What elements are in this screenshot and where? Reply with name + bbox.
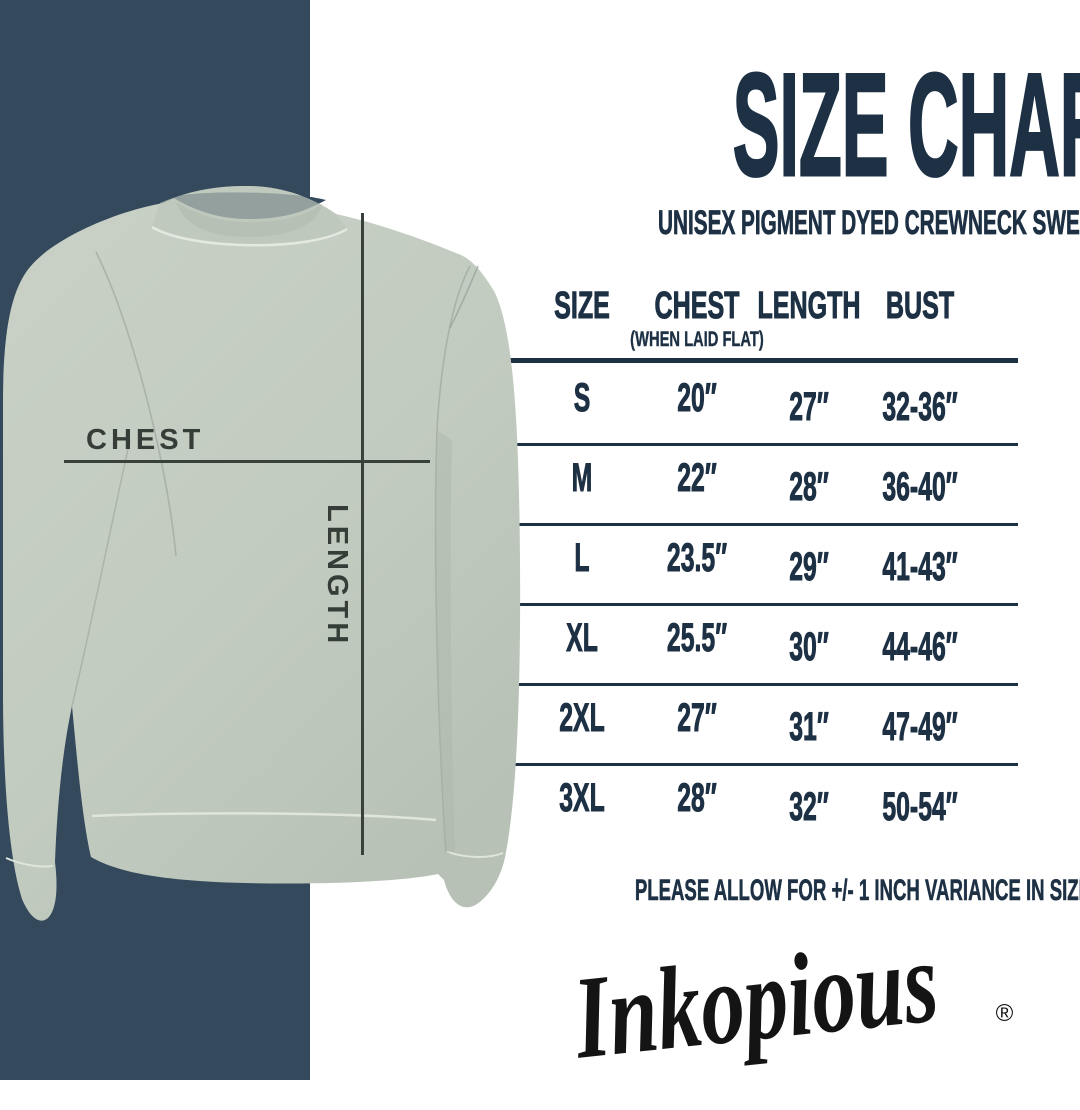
chest-cell: 22″ bbox=[677, 456, 717, 500]
length-cell: 31″ bbox=[789, 705, 829, 749]
column-header-size: SIZE bbox=[554, 285, 610, 327]
table-row-divider bbox=[505, 763, 1018, 766]
size-cell: S bbox=[573, 376, 591, 420]
length-cell: 29″ bbox=[789, 545, 829, 589]
length-cell: 30″ bbox=[789, 625, 829, 669]
table-row-divider bbox=[505, 443, 1018, 446]
collar-seam bbox=[151, 225, 348, 247]
registered-trademark-icon: ® bbox=[995, 1000, 1014, 1027]
size-table: SIZE CHEST LENGTH BUST (WHEN LAID FLAT) … bbox=[505, 280, 1018, 860]
left-armhole-seam bbox=[95, 251, 177, 557]
chart-panel: SIZE CHART UNISEX PIGMENT DYED CREWNECK … bbox=[505, 0, 1080, 1084]
sleeve-shading bbox=[435, 430, 455, 852]
table-row-divider bbox=[505, 523, 1018, 526]
left-sleeve-crease bbox=[71, 439, 131, 707]
table-row-divider bbox=[505, 603, 1018, 606]
chest-cell: 28″ bbox=[677, 776, 717, 820]
brand-logo: Inkopious ® bbox=[505, 915, 1018, 1083]
length-cell: 27″ bbox=[789, 385, 829, 429]
product-subtitle: UNISEX PIGMENT DYED CREWNECK SWEATSHIRT bbox=[658, 204, 1080, 242]
brand-logo-text: Inkopious bbox=[567, 915, 944, 1084]
right-cuff-seam bbox=[445, 850, 504, 858]
collar-band bbox=[152, 186, 347, 246]
chest-cell: 25.5″ bbox=[666, 616, 728, 660]
bust-cell: 44-46″ bbox=[882, 625, 958, 669]
size-cell: XL bbox=[566, 616, 598, 660]
bust-cell: 32-36″ bbox=[882, 385, 958, 429]
length-cell: 32″ bbox=[789, 785, 829, 829]
chest-cell: 23.5″ bbox=[666, 536, 728, 580]
sweatshirt-body bbox=[3, 186, 521, 921]
left-cuff-seam bbox=[5, 857, 54, 868]
right-shoulder-seam bbox=[449, 265, 479, 329]
column-header-length: LENGTH bbox=[757, 285, 861, 327]
size-chart-graphic: { "colors": { "band": "#34495c", "navy_t… bbox=[0, 0, 1080, 1084]
bust-cell: 36-40″ bbox=[882, 465, 958, 509]
length-cell: 28″ bbox=[789, 465, 829, 509]
size-cell: 3XL bbox=[559, 776, 605, 820]
chest-subnote: (WHEN LAID FLAT) bbox=[630, 328, 764, 351]
hem-seam bbox=[91, 812, 437, 822]
size-cell: M bbox=[571, 456, 593, 500]
column-header-bust: BUST bbox=[885, 285, 955, 327]
bust-cell: 41-43″ bbox=[882, 545, 958, 589]
size-cell: L bbox=[574, 536, 590, 580]
chest-cell: 27″ bbox=[677, 696, 717, 740]
page-title: SIZE CHART bbox=[732, 43, 1080, 206]
column-header-chest: CHEST bbox=[654, 285, 740, 327]
sweatshirt-image bbox=[3, 186, 521, 921]
size-cell: 2XL bbox=[559, 696, 605, 740]
table-row-divider bbox=[505, 683, 1018, 686]
bust-cell: 50-54″ bbox=[882, 785, 958, 829]
chest-cell: 20″ bbox=[677, 376, 717, 420]
table-header-divider bbox=[505, 358, 1018, 363]
bust-cell: 47-49″ bbox=[882, 705, 958, 749]
variance-note: PLEASE ALLOW FOR +/- 1 INCH VARIANCE IN … bbox=[634, 874, 1080, 907]
